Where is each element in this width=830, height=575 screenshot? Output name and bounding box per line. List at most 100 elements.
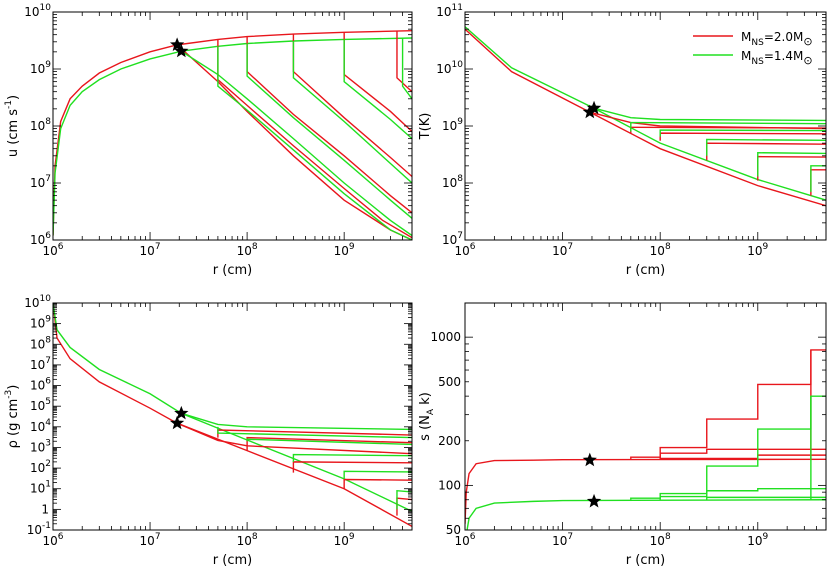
star-marker xyxy=(586,100,602,115)
series-green-13 xyxy=(396,489,412,510)
y-tick-label: 50 xyxy=(446,523,461,537)
series-red-0 xyxy=(53,303,412,527)
y-label-sub: A xyxy=(426,408,436,415)
y-tick-label: 103 xyxy=(30,438,51,454)
y-axis-ticks xyxy=(53,302,412,531)
tick-exp: 4 xyxy=(45,418,51,428)
tick-exp: 5 xyxy=(45,397,51,407)
y-tick-label: 1011 xyxy=(436,3,463,19)
y-label-main: ρ (g cm xyxy=(6,399,21,449)
tick-base: 10 xyxy=(442,176,457,190)
x-tick-label: 107 xyxy=(140,242,161,258)
tick-base: 10 xyxy=(30,440,45,454)
y-label-sup: -1 xyxy=(4,100,14,109)
series-group xyxy=(53,303,412,527)
series-red-2 xyxy=(176,44,412,240)
star-marker xyxy=(586,493,602,508)
series-green-1 xyxy=(466,499,826,530)
tick-base: 10 xyxy=(30,119,45,133)
y-tick-label: 100 xyxy=(438,478,461,492)
x-tick-label: 106 xyxy=(454,532,475,548)
tick-exp: 6 xyxy=(58,242,64,252)
legend-sun: ⊙ xyxy=(803,35,812,48)
y-tick-label: 1 xyxy=(41,502,49,516)
series-green-9 xyxy=(292,453,412,462)
y-axis-label: s (NA k) xyxy=(418,392,436,441)
x-tick-label: 108 xyxy=(650,532,671,548)
x-axis-ticks xyxy=(464,303,827,530)
series-red-10 xyxy=(757,155,826,181)
tick-base: 10 xyxy=(436,62,451,76)
series-red-0 xyxy=(53,29,412,236)
tick-exp: 9 xyxy=(457,117,463,127)
tick-exp: 7 xyxy=(457,231,463,241)
y-tick-label: 109 xyxy=(30,60,51,76)
y-tick-label: 108 xyxy=(30,335,51,351)
y-tick-label: 109 xyxy=(30,315,51,331)
tick-exp: 7 xyxy=(155,242,161,252)
tick-base: 10 xyxy=(454,534,469,548)
y-axis-ticks xyxy=(465,11,826,241)
tick-base: 10 xyxy=(650,244,665,258)
tick-base: 200 xyxy=(438,434,461,448)
series-red-10 xyxy=(343,478,412,489)
series-green-9 xyxy=(706,138,826,156)
y-tick-label: 106 xyxy=(30,231,51,247)
series-green-1 xyxy=(53,37,412,236)
y-tick-label: 102 xyxy=(30,459,51,475)
series-green-13 xyxy=(401,38,412,100)
y-label-tail: ) xyxy=(6,385,21,390)
series-red-6 xyxy=(246,436,412,451)
y-axis-label: T(K) xyxy=(418,113,433,141)
tick-exp: 2 xyxy=(45,459,51,469)
y-axis-ticks xyxy=(53,11,412,241)
tick-base: 10 xyxy=(140,244,155,258)
tick-exp: 8 xyxy=(252,242,258,252)
star-marker xyxy=(582,104,597,119)
y-axis-ticks xyxy=(465,336,826,531)
tick-exp: 8 xyxy=(45,335,51,345)
tick-base: 10 xyxy=(334,244,349,258)
tick-exp: -1 xyxy=(42,521,51,531)
series-green-3 xyxy=(181,412,412,431)
tick-base: 10 xyxy=(552,534,567,548)
tick-exp: 9 xyxy=(45,315,51,325)
series-red-12 xyxy=(396,497,412,516)
x-tick-label: 109 xyxy=(747,242,768,258)
tick-exp: 10 xyxy=(40,3,52,13)
series-red-8 xyxy=(292,34,412,178)
legend: MNS=2.0M⊙MNS=1.4M⊙ xyxy=(693,30,813,67)
series-green-7 xyxy=(246,43,412,219)
tick-base: 10 xyxy=(30,233,45,247)
tick-exp: 9 xyxy=(763,242,769,252)
tick-exp: 7 xyxy=(567,242,573,252)
tick-exp: 7 xyxy=(45,174,51,184)
tick-base: 100 xyxy=(438,478,461,492)
y-tick-label: 107 xyxy=(442,231,463,247)
tick-exp: 8 xyxy=(665,242,671,252)
tick-exp: 7 xyxy=(45,356,51,366)
tick-base: 10 xyxy=(454,244,469,258)
tick-exp: 8 xyxy=(45,117,51,127)
x-tick-label: 108 xyxy=(237,242,258,258)
series-green-7 xyxy=(246,438,412,446)
tick-exp: 8 xyxy=(252,532,258,542)
y-tick-label: 105 xyxy=(30,397,51,413)
y-label-main: T(K) xyxy=(418,113,433,141)
series-green-3 xyxy=(180,50,412,237)
x-axis-label: r (cm) xyxy=(626,553,665,568)
series-green-5 xyxy=(630,121,826,132)
y-axis-label: u (cm s-1) xyxy=(4,95,21,157)
series-red-2 xyxy=(630,349,826,460)
y-label-tail: ) xyxy=(6,95,21,100)
series-green-1 xyxy=(465,26,826,201)
y-tick-label: 107 xyxy=(30,174,51,190)
y-tick-label: 200 xyxy=(438,434,461,448)
tick-base: 10 xyxy=(27,523,42,537)
series-green-7 xyxy=(659,487,826,500)
plot-frame xyxy=(52,302,413,531)
series-red-3 xyxy=(659,448,826,460)
tick-base: 10 xyxy=(436,5,451,19)
